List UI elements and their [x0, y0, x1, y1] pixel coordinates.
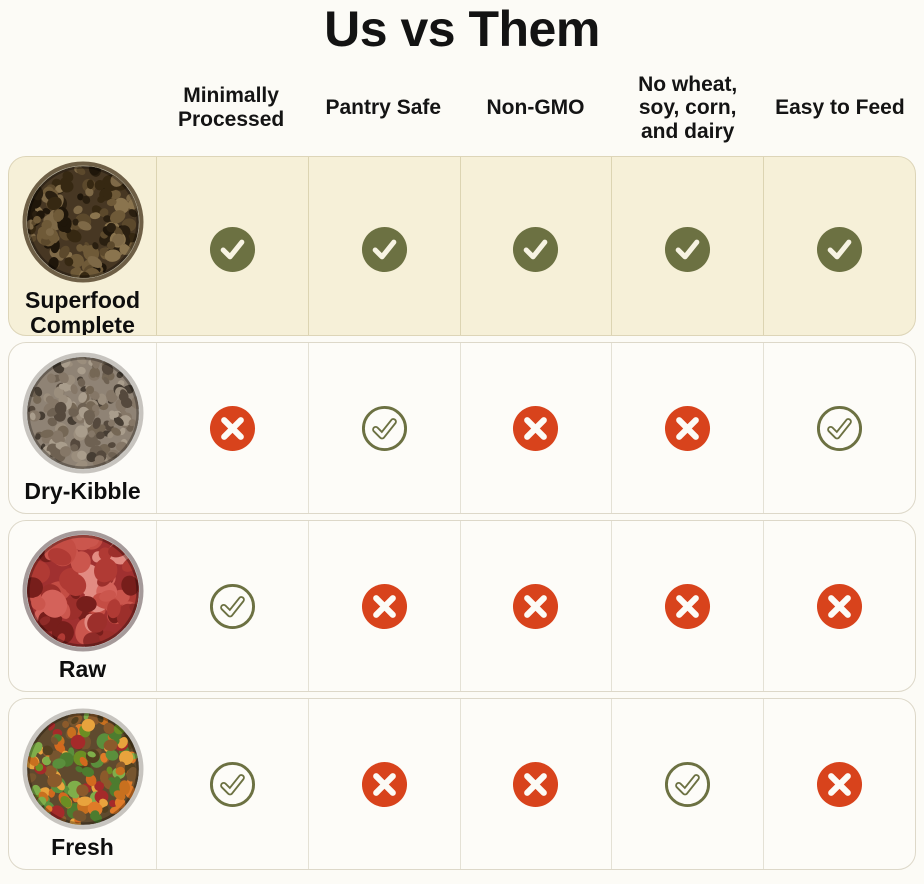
cell-fresh-non-gmo [460, 699, 612, 869]
cell-superfood-complete-non-gmo [460, 157, 612, 336]
cell-superfood-complete-minimally-processed [156, 157, 308, 336]
row-label-superfood-complete: Superfood Complete [11, 288, 154, 336]
row-fresh: Fresh [8, 698, 916, 870]
row-superfood-complete: Superfood Complete [8, 156, 916, 336]
cell-raw-no-wheat-soy-corn-dairy [611, 521, 763, 691]
check-outline-icon [209, 761, 256, 808]
column-header-easy-to-feed: Easy to Feed [764, 96, 916, 120]
cross-icon [361, 761, 408, 808]
cross-icon [512, 761, 559, 808]
cross-icon [664, 583, 711, 630]
check-filled-icon [361, 226, 408, 273]
cell-dry-kibble-no-wheat-soy-corn-dairy [611, 343, 763, 513]
row-label-cell-fresh: Fresh [9, 699, 156, 869]
cell-fresh-minimally-processed [156, 699, 308, 869]
row-label-cell-raw: Raw [9, 521, 156, 691]
cell-dry-kibble-minimally-processed [156, 343, 308, 513]
check-filled-icon [664, 226, 711, 273]
column-header-minimally-processed: Minimally Processed [155, 84, 307, 131]
fresh-photo [22, 708, 144, 830]
cross-icon [512, 583, 559, 630]
row-label-raw: Raw [57, 657, 108, 682]
cross-icon [816, 761, 863, 808]
row-label-fresh: Fresh [49, 835, 116, 860]
cell-raw-pantry-safe [308, 521, 460, 691]
cross-icon [816, 583, 863, 630]
cross-icon [209, 405, 256, 452]
cell-raw-non-gmo [460, 521, 612, 691]
check-outline-icon [361, 405, 408, 452]
check-filled-icon [512, 226, 559, 273]
cell-superfood-complete-easy-to-feed [763, 157, 915, 336]
cell-superfood-complete-pantry-safe [308, 157, 460, 336]
check-outline-icon [209, 583, 256, 630]
cell-raw-minimally-processed [156, 521, 308, 691]
column-headers: Minimally Processed Pantry Safe Non-GMO … [8, 60, 916, 156]
cross-icon [664, 405, 711, 452]
column-header-no-wheat-soy-corn-dairy: No wheat, soy, corn, and dairy [612, 73, 764, 144]
check-outline-icon [664, 761, 711, 808]
cell-dry-kibble-easy-to-feed [763, 343, 915, 513]
cell-dry-kibble-non-gmo [460, 343, 612, 513]
cell-fresh-no-wheat-soy-corn-dairy [611, 699, 763, 869]
page-title: Us vs Them [8, 2, 916, 60]
row-dry-kibble: Dry-Kibble [8, 342, 916, 514]
cell-superfood-complete-no-wheat-soy-corn-dairy [611, 157, 763, 336]
row-label-cell-dry-kibble: Dry-Kibble [9, 343, 156, 513]
column-header-pantry-safe: Pantry Safe [307, 96, 459, 120]
check-filled-icon [816, 226, 863, 273]
raw-photo [22, 530, 144, 652]
row-raw: Raw [8, 520, 916, 692]
comparison-page: Us vs Them Minimally Processed Pantry Sa… [0, 0, 924, 884]
superfood-complete-photo [22, 161, 144, 283]
check-outline-icon [816, 405, 863, 452]
cross-icon [512, 405, 559, 452]
row-label-dry-kibble: Dry-Kibble [22, 479, 142, 504]
cell-fresh-pantry-safe [308, 699, 460, 869]
cell-dry-kibble-pantry-safe [308, 343, 460, 513]
cell-fresh-easy-to-feed [763, 699, 915, 869]
column-header-non-gmo: Non-GMO [459, 96, 611, 120]
cross-icon [361, 583, 408, 630]
dry-kibble-photo [22, 352, 144, 474]
check-filled-icon [209, 226, 256, 273]
row-label-cell-superfood-complete: Superfood Complete [9, 157, 156, 336]
cell-raw-easy-to-feed [763, 521, 915, 691]
